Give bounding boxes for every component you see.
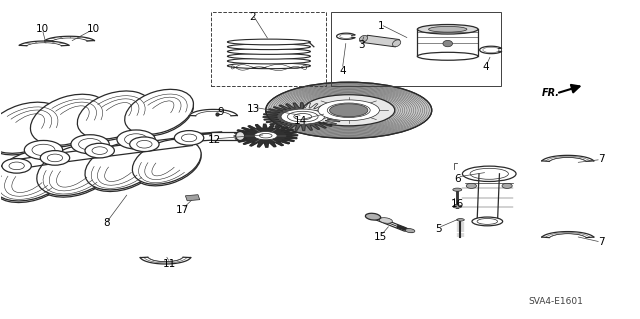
Text: 12: 12 — [208, 136, 221, 145]
Ellipse shape — [0, 104, 64, 155]
Text: 4: 4 — [339, 66, 346, 76]
Ellipse shape — [463, 166, 516, 182]
Text: 14: 14 — [294, 116, 307, 126]
Text: 15: 15 — [374, 232, 387, 242]
Bar — [364, 35, 399, 47]
Ellipse shape — [236, 131, 244, 140]
Circle shape — [2, 159, 31, 173]
Ellipse shape — [125, 91, 193, 136]
Text: 2: 2 — [250, 11, 256, 22]
Text: 4: 4 — [483, 63, 490, 72]
Ellipse shape — [227, 49, 310, 54]
Ellipse shape — [77, 93, 152, 141]
Ellipse shape — [0, 152, 70, 203]
Text: FR.: FR. — [541, 88, 559, 98]
Ellipse shape — [227, 53, 310, 59]
Ellipse shape — [0, 150, 70, 201]
Ellipse shape — [457, 219, 465, 221]
Ellipse shape — [266, 82, 432, 138]
Text: SVA4-E1601: SVA4-E1601 — [529, 297, 584, 306]
Ellipse shape — [303, 95, 395, 126]
Text: 5: 5 — [435, 224, 442, 234]
Polygon shape — [140, 257, 191, 264]
Ellipse shape — [365, 213, 381, 220]
Ellipse shape — [429, 26, 467, 32]
Circle shape — [117, 130, 156, 149]
Circle shape — [24, 140, 63, 160]
Ellipse shape — [417, 25, 478, 34]
Ellipse shape — [359, 35, 367, 42]
Text: 17: 17 — [176, 205, 189, 215]
Text: 11: 11 — [163, 259, 177, 269]
Polygon shape — [19, 41, 69, 46]
Circle shape — [32, 144, 55, 156]
Ellipse shape — [125, 89, 193, 134]
Ellipse shape — [85, 142, 159, 190]
Text: 10: 10 — [87, 24, 100, 34]
Ellipse shape — [31, 94, 109, 145]
Circle shape — [125, 134, 148, 145]
Polygon shape — [45, 36, 95, 41]
Ellipse shape — [85, 143, 159, 191]
Text: 10: 10 — [36, 24, 49, 34]
Text: 7: 7 — [598, 154, 604, 165]
Circle shape — [71, 135, 109, 154]
Text: 13: 13 — [246, 104, 260, 114]
Ellipse shape — [132, 139, 201, 184]
Bar — [332, 12, 500, 86]
Ellipse shape — [37, 145, 115, 196]
Polygon shape — [542, 155, 594, 161]
Circle shape — [130, 137, 159, 152]
Polygon shape — [263, 103, 342, 130]
Text: 7: 7 — [598, 237, 604, 247]
Text: 8: 8 — [103, 218, 109, 228]
Ellipse shape — [327, 103, 370, 117]
Ellipse shape — [453, 188, 462, 191]
Ellipse shape — [392, 40, 401, 47]
Ellipse shape — [132, 141, 201, 186]
Ellipse shape — [227, 39, 310, 45]
Circle shape — [502, 183, 512, 189]
Ellipse shape — [31, 96, 109, 147]
Ellipse shape — [443, 41, 452, 47]
Ellipse shape — [453, 205, 462, 208]
Ellipse shape — [405, 228, 415, 233]
Polygon shape — [477, 174, 499, 221]
Bar — [211, 131, 240, 140]
Ellipse shape — [294, 114, 312, 120]
Circle shape — [79, 138, 102, 150]
Text: 9: 9 — [218, 107, 225, 117]
Text: 3: 3 — [358, 40, 365, 50]
Ellipse shape — [472, 217, 502, 226]
Ellipse shape — [259, 133, 272, 138]
Ellipse shape — [417, 52, 478, 60]
Ellipse shape — [281, 109, 324, 124]
Ellipse shape — [287, 111, 318, 122]
Polygon shape — [234, 124, 298, 147]
Ellipse shape — [254, 131, 277, 140]
Ellipse shape — [227, 58, 310, 64]
Bar — [211, 12, 326, 86]
Ellipse shape — [0, 102, 64, 153]
Circle shape — [85, 143, 115, 158]
Ellipse shape — [37, 146, 115, 197]
Text: 6: 6 — [454, 174, 461, 183]
Circle shape — [467, 183, 476, 189]
Polygon shape — [189, 109, 237, 116]
Ellipse shape — [379, 218, 392, 223]
Bar — [186, 195, 200, 201]
Polygon shape — [542, 232, 594, 238]
Text: 1: 1 — [378, 21, 384, 31]
Ellipse shape — [318, 100, 380, 121]
Circle shape — [40, 151, 70, 165]
Ellipse shape — [330, 104, 368, 117]
Circle shape — [174, 130, 204, 145]
Text: 16: 16 — [451, 199, 464, 209]
Ellipse shape — [227, 44, 310, 50]
Ellipse shape — [227, 63, 310, 69]
Ellipse shape — [77, 91, 152, 139]
